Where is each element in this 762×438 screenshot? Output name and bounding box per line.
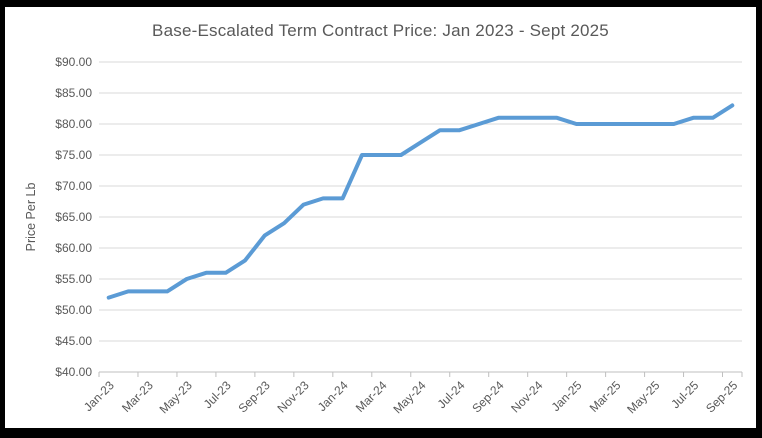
y-tick-label: $55.00 — [55, 272, 92, 286]
y-axis-title: Price Per Lb — [24, 183, 38, 252]
x-tick-label: May-23 — [157, 378, 195, 416]
y-tick-label: $40.00 — [55, 365, 92, 379]
x-tick-label: Jul-23 — [201, 378, 234, 411]
y-tick-label: $50.00 — [55, 303, 92, 317]
x-tick-label: Jul-25 — [668, 378, 701, 411]
x-tick-label: Jan-24 — [315, 378, 351, 414]
x-tick-label: Jan-23 — [81, 378, 117, 414]
x-tick-label: Nov-23 — [274, 378, 311, 415]
y-tick-label: $75.00 — [55, 148, 92, 162]
y-tick-label: $45.00 — [55, 334, 92, 348]
price-line — [106, 103, 735, 300]
x-tick-label: Sep-23 — [235, 378, 272, 415]
line-chart: $40.00 $45.00 $50.00 $55.00 $60.00 $65.00 $70.… — [24, 55, 743, 416]
x-tick-label: Jul-24 — [435, 378, 468, 411]
y-tick-label: $70.00 — [55, 179, 92, 193]
y-tick-label: $85.00 — [55, 86, 92, 100]
x-tick-label: May-24 — [390, 378, 428, 416]
x-tick-label: Jan-25 — [549, 378, 585, 414]
x-tick-label: Mar-24 — [353, 378, 390, 415]
chart-title: Base-Escalated Term Contract Price: Jan … — [152, 21, 609, 40]
y-tick-label: $80.00 — [55, 117, 92, 131]
x-tick-label: Sep-25 — [703, 378, 740, 415]
x-tick-label: May-25 — [624, 378, 662, 416]
x-tick-label: Mar-23 — [119, 378, 156, 415]
x-tick-label: Sep-24 — [469, 378, 506, 415]
y-tick-label: $65.00 — [55, 210, 92, 224]
x-tick-label: Mar-25 — [587, 378, 624, 415]
y-tick-label: $60.00 — [55, 241, 92, 255]
y-tick-label: $90.00 — [55, 55, 92, 69]
x-tick-label: Nov-24 — [508, 378, 545, 415]
